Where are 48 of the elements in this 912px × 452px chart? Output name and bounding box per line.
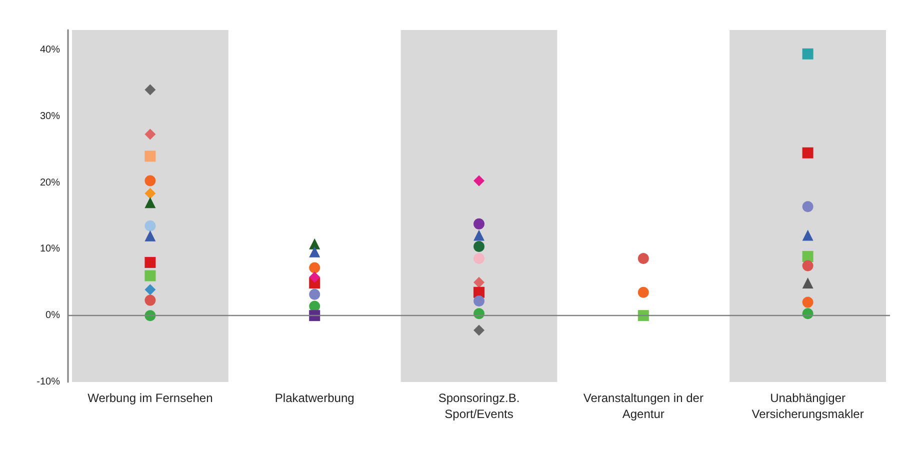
point bbox=[474, 230, 484, 241]
point bbox=[638, 310, 649, 322]
point bbox=[144, 270, 156, 282]
point bbox=[144, 128, 156, 140]
point bbox=[309, 288, 320, 300]
x-tick-label: Plakatwerbung bbox=[274, 391, 354, 405]
y-tick-label: 40% bbox=[40, 44, 60, 56]
point bbox=[474, 241, 484, 252]
point bbox=[144, 188, 156, 199]
x-tick-label: Unabhängiger Versicherungsmakler bbox=[752, 391, 864, 421]
point bbox=[802, 250, 814, 262]
x-tick-label: Veranstaltungen in der Agentur bbox=[583, 391, 704, 421]
x-tick-label: Sponsoringz.B. Sport/Events bbox=[438, 391, 520, 421]
point bbox=[474, 218, 484, 230]
point bbox=[802, 296, 814, 308]
y-tick-label: 0% bbox=[46, 310, 60, 322]
point bbox=[638, 252, 649, 264]
point bbox=[309, 262, 320, 274]
point bbox=[474, 295, 484, 306]
point bbox=[474, 175, 484, 186]
point bbox=[144, 256, 156, 268]
point bbox=[802, 230, 814, 241]
point bbox=[144, 150, 156, 162]
point bbox=[309, 310, 320, 322]
point bbox=[144, 284, 156, 296]
point bbox=[474, 252, 484, 264]
x-tick-label: Werbung im Fernsehen bbox=[88, 391, 213, 405]
point bbox=[474, 276, 484, 288]
point bbox=[309, 238, 320, 250]
y-tick-label: -10% bbox=[36, 376, 60, 388]
point bbox=[144, 175, 156, 186]
y-tick-label: 10% bbox=[40, 244, 60, 255]
point bbox=[144, 220, 156, 232]
point bbox=[309, 272, 320, 283]
point bbox=[802, 278, 814, 289]
point bbox=[309, 246, 320, 258]
point bbox=[802, 201, 814, 212]
point bbox=[144, 294, 156, 306]
point bbox=[474, 324, 484, 336]
point bbox=[638, 286, 649, 298]
point bbox=[144, 230, 156, 242]
point bbox=[144, 197, 156, 208]
point bbox=[802, 260, 814, 272]
point bbox=[802, 147, 814, 158]
y-tick-label: 30% bbox=[40, 110, 60, 122]
point bbox=[144, 84, 156, 96]
y-tick-label: 20% bbox=[40, 177, 60, 188]
point bbox=[802, 48, 814, 60]
